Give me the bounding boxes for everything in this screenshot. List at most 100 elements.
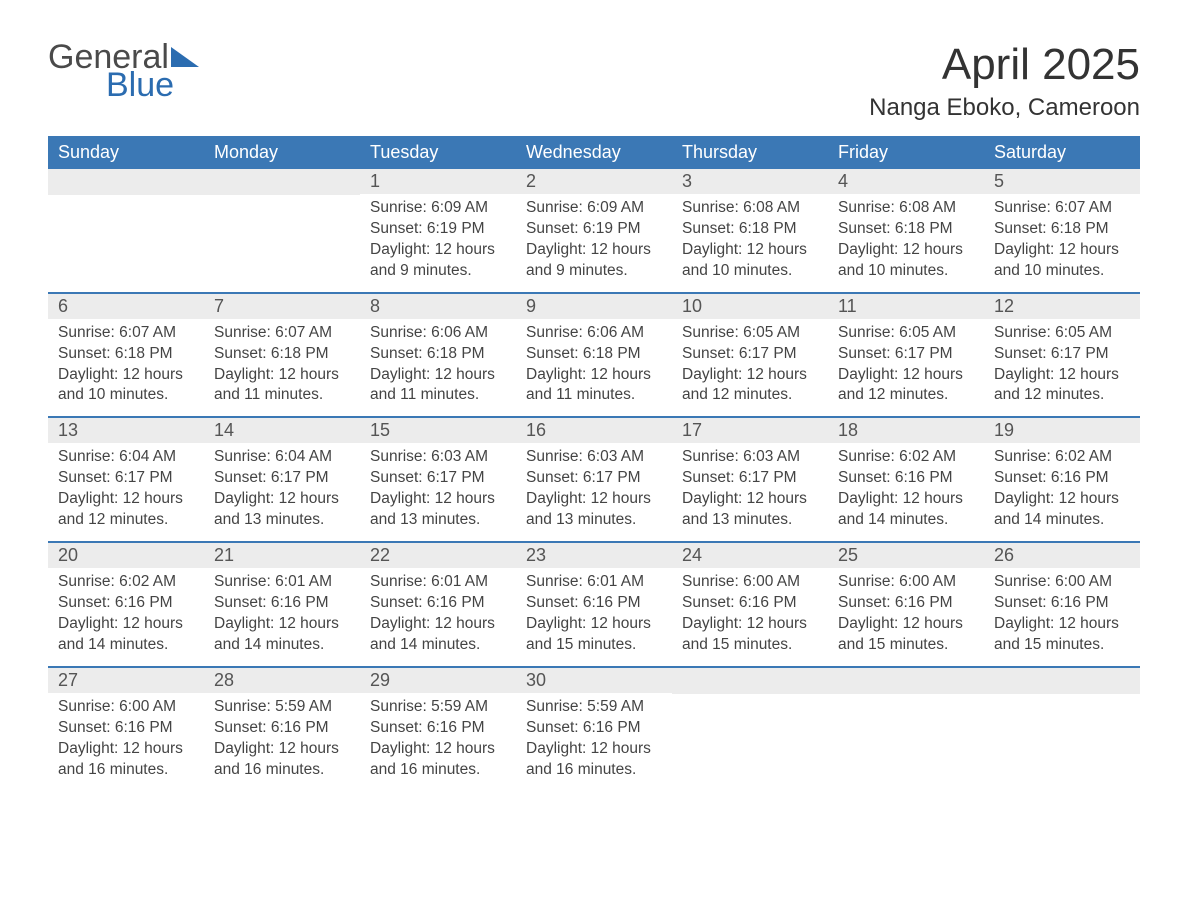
- day-details: Sunrise: 5:59 AMSunset: 6:16 PMDaylight:…: [204, 693, 360, 791]
- day-number: [672, 668, 828, 694]
- day-cell-4: 4Sunrise: 6:08 AMSunset: 6:18 PMDaylight…: [828, 169, 984, 292]
- daylight-line: Daylight: 12 hours and 14 minutes.: [58, 614, 194, 656]
- sunset-line: Sunset: 6:16 PM: [838, 468, 974, 489]
- week-row: 27Sunrise: 6:00 AMSunset: 6:16 PMDayligh…: [48, 666, 1140, 791]
- day-details: Sunrise: 6:05 AMSunset: 6:17 PMDaylight:…: [672, 319, 828, 417]
- day-details: Sunrise: 6:06 AMSunset: 6:18 PMDaylight:…: [360, 319, 516, 417]
- day-cell-28: 28Sunrise: 5:59 AMSunset: 6:16 PMDayligh…: [204, 668, 360, 791]
- sunrise-line: Sunrise: 6:02 AM: [838, 447, 974, 468]
- daylight-line: Daylight: 12 hours and 9 minutes.: [526, 240, 662, 282]
- day-number: 11: [828, 294, 984, 319]
- day-cell-7: 7Sunrise: 6:07 AMSunset: 6:18 PMDaylight…: [204, 294, 360, 417]
- sunset-line: Sunset: 6:16 PM: [58, 718, 194, 739]
- day-cell-16: 16Sunrise: 6:03 AMSunset: 6:17 PMDayligh…: [516, 418, 672, 541]
- sunrise-line: Sunrise: 6:07 AM: [214, 323, 350, 344]
- day-cell-17: 17Sunrise: 6:03 AMSunset: 6:17 PMDayligh…: [672, 418, 828, 541]
- day-details: Sunrise: 6:03 AMSunset: 6:17 PMDaylight:…: [672, 443, 828, 541]
- weekday-tuesday: Tuesday: [360, 136, 516, 169]
- sunrise-line: Sunrise: 6:03 AM: [526, 447, 662, 468]
- day-cell-24: 24Sunrise: 6:00 AMSunset: 6:16 PMDayligh…: [672, 543, 828, 666]
- title-block: April 2025 Nanga Eboko, Cameroon: [869, 40, 1140, 122]
- day-details: Sunrise: 6:05 AMSunset: 6:17 PMDaylight:…: [828, 319, 984, 417]
- day-cell-empty: [48, 169, 204, 292]
- sunrise-line: Sunrise: 6:00 AM: [58, 697, 194, 718]
- day-number: 28: [204, 668, 360, 693]
- daylight-line: Daylight: 12 hours and 16 minutes.: [526, 739, 662, 781]
- daylight-line: Daylight: 12 hours and 12 minutes.: [58, 489, 194, 531]
- daylight-line: Daylight: 12 hours and 14 minutes.: [370, 614, 506, 656]
- calendar: SundayMondayTuesdayWednesdayThursdayFrid…: [48, 136, 1140, 790]
- sunrise-line: Sunrise: 6:00 AM: [994, 572, 1130, 593]
- day-cell-14: 14Sunrise: 6:04 AMSunset: 6:17 PMDayligh…: [204, 418, 360, 541]
- sunrise-line: Sunrise: 6:05 AM: [838, 323, 974, 344]
- daylight-line: Daylight: 12 hours and 9 minutes.: [370, 240, 506, 282]
- day-details: Sunrise: 6:09 AMSunset: 6:19 PMDaylight:…: [360, 194, 516, 292]
- logo-triangle-icon: [171, 47, 199, 67]
- day-cell-27: 27Sunrise: 6:00 AMSunset: 6:16 PMDayligh…: [48, 668, 204, 791]
- sunset-line: Sunset: 6:18 PM: [58, 344, 194, 365]
- sunrise-line: Sunrise: 6:06 AM: [370, 323, 506, 344]
- day-cell-empty: [828, 668, 984, 791]
- day-number: [984, 668, 1140, 694]
- sunrise-line: Sunrise: 6:07 AM: [58, 323, 194, 344]
- day-details: Sunrise: 6:00 AMSunset: 6:16 PMDaylight:…: [828, 568, 984, 666]
- day-details: Sunrise: 6:07 AMSunset: 6:18 PMDaylight:…: [204, 319, 360, 417]
- day-cell-21: 21Sunrise: 6:01 AMSunset: 6:16 PMDayligh…: [204, 543, 360, 666]
- day-details: Sunrise: 6:02 AMSunset: 6:16 PMDaylight:…: [984, 443, 1140, 541]
- sunrise-line: Sunrise: 6:05 AM: [994, 323, 1130, 344]
- day-number: 21: [204, 543, 360, 568]
- day-number: 14: [204, 418, 360, 443]
- daylight-line: Daylight: 12 hours and 11 minutes.: [214, 365, 350, 407]
- logo-word-blue: Blue: [106, 68, 199, 102]
- daylight-line: Daylight: 12 hours and 14 minutes.: [994, 489, 1130, 531]
- sunset-line: Sunset: 6:16 PM: [370, 718, 506, 739]
- day-details: Sunrise: 6:09 AMSunset: 6:19 PMDaylight:…: [516, 194, 672, 292]
- day-details: Sunrise: 6:00 AMSunset: 6:16 PMDaylight:…: [48, 693, 204, 791]
- day-number: 24: [672, 543, 828, 568]
- day-number: 23: [516, 543, 672, 568]
- day-number: 1: [360, 169, 516, 194]
- sunset-line: Sunset: 6:18 PM: [838, 219, 974, 240]
- day-cell-29: 29Sunrise: 5:59 AMSunset: 6:16 PMDayligh…: [360, 668, 516, 791]
- weekday-sunday: Sunday: [48, 136, 204, 169]
- day-cell-18: 18Sunrise: 6:02 AMSunset: 6:16 PMDayligh…: [828, 418, 984, 541]
- sunrise-line: Sunrise: 5:59 AM: [526, 697, 662, 718]
- daylight-line: Daylight: 12 hours and 13 minutes.: [526, 489, 662, 531]
- day-details: Sunrise: 6:03 AMSunset: 6:17 PMDaylight:…: [360, 443, 516, 541]
- sunset-line: Sunset: 6:17 PM: [682, 344, 818, 365]
- sunset-line: Sunset: 6:16 PM: [994, 468, 1130, 489]
- week-row: 13Sunrise: 6:04 AMSunset: 6:17 PMDayligh…: [48, 416, 1140, 541]
- sunrise-line: Sunrise: 5:59 AM: [214, 697, 350, 718]
- sunset-line: Sunset: 6:17 PM: [994, 344, 1130, 365]
- day-number: 16: [516, 418, 672, 443]
- sunrise-line: Sunrise: 6:08 AM: [682, 198, 818, 219]
- sunset-line: Sunset: 6:17 PM: [58, 468, 194, 489]
- location-subtitle: Nanga Eboko, Cameroon: [869, 94, 1140, 122]
- day-details: Sunrise: 6:08 AMSunset: 6:18 PMDaylight:…: [828, 194, 984, 292]
- day-cell-15: 15Sunrise: 6:03 AMSunset: 6:17 PMDayligh…: [360, 418, 516, 541]
- day-cell-2: 2Sunrise: 6:09 AMSunset: 6:19 PMDaylight…: [516, 169, 672, 292]
- day-cell-empty: [984, 668, 1140, 791]
- daylight-line: Daylight: 12 hours and 14 minutes.: [838, 489, 974, 531]
- month-title: April 2025: [869, 40, 1140, 90]
- day-details: Sunrise: 6:04 AMSunset: 6:17 PMDaylight:…: [48, 443, 204, 541]
- day-cell-12: 12Sunrise: 6:05 AMSunset: 6:17 PMDayligh…: [984, 294, 1140, 417]
- day-details: Sunrise: 6:01 AMSunset: 6:16 PMDaylight:…: [516, 568, 672, 666]
- daylight-line: Daylight: 12 hours and 13 minutes.: [370, 489, 506, 531]
- day-number: 27: [48, 668, 204, 693]
- daylight-line: Daylight: 12 hours and 10 minutes.: [682, 240, 818, 282]
- day-cell-20: 20Sunrise: 6:02 AMSunset: 6:16 PMDayligh…: [48, 543, 204, 666]
- week-row: 6Sunrise: 6:07 AMSunset: 6:18 PMDaylight…: [48, 292, 1140, 417]
- sunrise-line: Sunrise: 6:04 AM: [58, 447, 194, 468]
- daylight-line: Daylight: 12 hours and 16 minutes.: [214, 739, 350, 781]
- day-cell-8: 8Sunrise: 6:06 AMSunset: 6:18 PMDaylight…: [360, 294, 516, 417]
- daylight-line: Daylight: 12 hours and 14 minutes.: [214, 614, 350, 656]
- week-row: 1Sunrise: 6:09 AMSunset: 6:19 PMDaylight…: [48, 169, 1140, 292]
- sunset-line: Sunset: 6:17 PM: [682, 468, 818, 489]
- day-cell-empty: [204, 169, 360, 292]
- day-cell-empty: [672, 668, 828, 791]
- sunset-line: Sunset: 6:16 PM: [526, 718, 662, 739]
- sunrise-line: Sunrise: 6:02 AM: [994, 447, 1130, 468]
- sunrise-line: Sunrise: 6:06 AM: [526, 323, 662, 344]
- day-number: 25: [828, 543, 984, 568]
